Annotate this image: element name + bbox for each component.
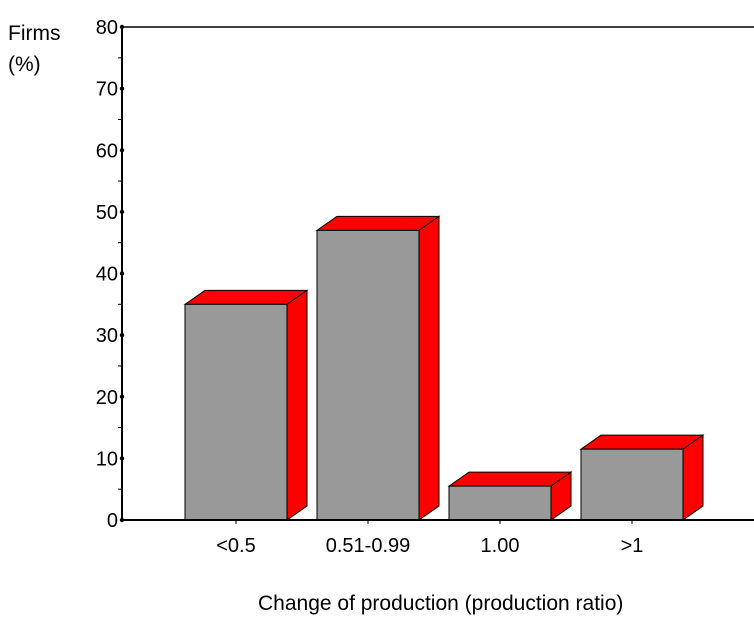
y-major-tick	[119, 394, 125, 399]
x-tick-label: 1.00	[481, 535, 520, 557]
y-major-tick	[119, 456, 125, 461]
y-major-tick	[119, 148, 125, 153]
bar-front-face	[448, 485, 552, 521]
y-major-tick	[119, 332, 125, 338]
y-tick-label: 70	[96, 79, 118, 101]
bar-side-face	[418, 215, 440, 521]
bar-front-face	[184, 303, 288, 521]
bar-top-face	[579, 434, 705, 450]
y-major-tick	[119, 517, 125, 523]
y-major-tick	[119, 24, 125, 30]
bar-front-face	[580, 448, 684, 521]
y-major-tick	[119, 271, 125, 276]
y-tick-label: 30	[96, 325, 118, 347]
y-axis-title-line1: Firms	[8, 22, 60, 45]
y-tick-label: 50	[96, 202, 118, 224]
y-tick-label: 60	[96, 140, 118, 162]
y-tick-label: 80	[96, 17, 118, 39]
bar-0	[183, 289, 309, 521]
bar-side-face	[286, 289, 308, 521]
bar-front-face	[316, 229, 420, 521]
y-major-tick	[119, 209, 125, 215]
bars-group	[183, 215, 705, 521]
bar-top-face	[447, 471, 573, 487]
bar-top-face	[315, 215, 441, 231]
bar-1	[315, 215, 441, 521]
bar-side-face	[682, 434, 704, 521]
axes-group: 0 10 20 30 40 50 60 70 80 <0.5 0.51-0.99 1.00 >1	[96, 17, 754, 557]
x-tick-label: <0.5	[216, 535, 255, 557]
y-tick-label: 20	[96, 387, 118, 409]
bar-2	[447, 471, 573, 521]
x-tick-label: 0.51-0.99	[326, 535, 411, 557]
y-tick-label: 40	[96, 264, 118, 286]
x-tick-label: >1	[621, 535, 644, 557]
x-axis-title: Change of production (production ratio)	[258, 592, 623, 615]
y-tick-label: 0	[107, 510, 118, 532]
bar-top-face	[183, 289, 309, 305]
y-axis-title-line2: (%)	[8, 53, 41, 76]
bar-3	[579, 434, 705, 521]
y-tick-label: 10	[96, 448, 118, 470]
y-major-tick	[119, 86, 125, 91]
